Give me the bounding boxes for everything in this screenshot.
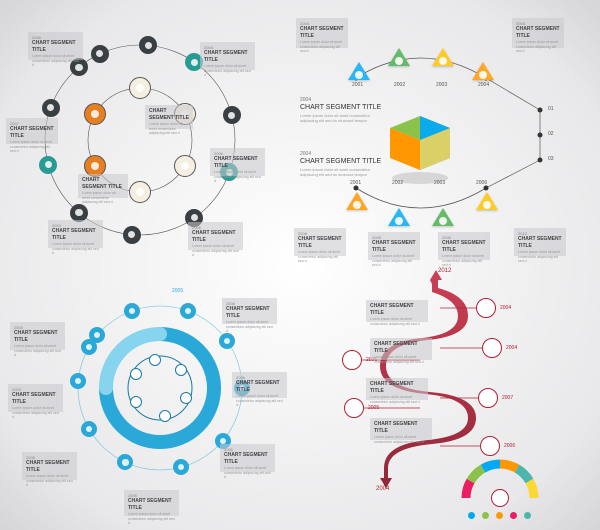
callout-box: 2006CHART SEGMENT TITLELorem ipsum dolor… [220,444,275,472]
chart-node [89,327,105,343]
tr-title-1: CHART SEGMENT TITLE [300,104,381,111]
br-year-top: 2012 [438,268,451,274]
bl-arcs [0,0,600,530]
chart-node [149,354,161,366]
chart-node [175,364,187,376]
tr-title-2: CHART SEGMENT TITLE [300,158,381,165]
callout-box: 2007CHART SEGMENT TITLELorem ipsum dolor… [6,118,58,144]
chart-node [219,333,235,349]
spiral-year: 2004 [500,305,511,311]
callout-box: CHART SEGMENT TITLELorem ipsum dolor sit… [366,300,428,322]
br-spiral [0,0,600,530]
chart-node [159,410,171,422]
chart-node [129,77,151,99]
legend-dot [510,512,517,519]
callout-box: 2003CHART SEGMENT TITLELorem ipsum dolor… [8,384,63,412]
callout-box: 2008CHART SEGMENT TITLELorem ipsum dolor… [188,222,243,250]
callout-box: 2004CHART SEGMENT TITLELorem ipsum dolor… [200,42,255,70]
chart-node [39,156,57,174]
callout-box: 2004CHART SEGMENT TITLELorem ipsum dolor… [296,18,348,48]
chart-node [180,303,196,319]
triangle-inner-icon [395,57,403,65]
chart-node [344,398,364,418]
year-label: 2003 [436,82,447,88]
chart-node [91,45,109,63]
chart-node [84,103,106,125]
year-label: 2004 [478,82,489,88]
tl-network-lines [0,0,600,530]
chart-node [70,373,86,389]
tr-year-2: 2004 [300,151,311,157]
callout-box: 2006CHART SEGMENT TITLELorem ipsum dolor… [438,232,490,260]
chart-node [491,489,509,507]
triangle-inner-icon [483,201,491,209]
callout-box: CHART SEGMENT TITLELorem ipsum dolor sit… [370,338,432,360]
side-num: 02 [548,131,554,137]
callout-box: 2006CHART SEGMENT TITLELorem ipsum dolor… [124,490,179,516]
callout-box: 2010CHART SEGMENT TITLELorem ipsum dolor… [48,220,103,248]
br-year-bot: 2004 [376,486,389,492]
callout-box: 2006CHART SEGMENT TITLELorem ipsum dolor… [232,372,287,398]
spiral-year: 2004 [506,345,517,351]
legend-dot [468,512,475,519]
callout-box: 2008CHART SEGMENT TITLELorem ipsum dolor… [294,228,346,256]
triangle-inner-icon [355,71,363,79]
bl-year-top: 2005 [172,288,183,294]
chart-node [482,338,502,358]
year-label: 2001 [352,82,363,88]
legend-dot [524,512,531,519]
br-arc-chart [0,0,600,530]
callout-box: CHART SEGMENT TITLELorem ipsum dolor sit… [370,418,432,440]
callout-box: CHART SEGMENT TITLELorem ipsum dolor sit… [145,105,193,129]
chart-node [130,396,142,408]
callout-box: 2005CHART SEGMENT TITLELorem ipsum dolor… [512,18,564,48]
chart-node [223,106,241,124]
chart-node [342,350,362,370]
year-label: 2003 [434,180,445,186]
callout-box: 2003CHART SEGMENT TITLELorem ipsum dolor… [10,322,65,350]
legend-dot [482,512,489,519]
chart-node [478,388,498,408]
callout-box: 2006CHART SEGMENT TITLELorem ipsum dolor… [28,32,83,60]
callout-box: 2005CHART SEGMENT TITLELorem ipsum dolor… [368,232,420,260]
chart-node [42,99,60,117]
side-num: 03 [548,156,554,162]
callout-box: 2006CHART SEGMENT TITLELorem ipsum dolor… [210,148,265,176]
year-label: 2002 [394,82,405,88]
spiral-year: 2005 [368,405,379,411]
chart-node [139,36,157,54]
callout-box: 2006CHART SEGMENT TITLELorem ipsum dolor… [22,452,77,480]
chart-node [173,459,189,475]
triangle-inner-icon [479,71,487,79]
chart-node [81,421,97,437]
year-label: 2002 [392,180,403,186]
chart-node [180,392,192,404]
legend-dot [496,512,503,519]
chart-node [476,298,496,318]
side-num: 01 [548,106,554,112]
tr-timeline-arcs [0,0,600,530]
chart-node [174,155,196,177]
chart-node [129,181,151,203]
chart-node [480,436,500,456]
triangle-inner-icon [439,57,447,65]
chart-node [117,454,133,470]
callout-box: CHART SEGMENT TITLELorem ipsum dolor sit… [78,174,128,198]
chart-node [124,303,140,319]
callout-box: 2008CHART SEGMENT TITLELorem ipsum dolor… [222,298,277,324]
year-label: 2006 [476,180,487,186]
chart-node [130,368,142,380]
callout-box: CHART SEGMENT TITLELorem ipsum dolor sit… [366,378,428,400]
spiral-year: 2007 [502,395,513,401]
triangle-inner-icon [353,201,361,209]
spiral-year: 2006 [504,443,515,449]
callout-box: 2012CHART SEGMENT TITLELorem ipsum dolor… [514,228,566,256]
tr-lorem-1: Lorem ipsum dolor sit amet consectetur a… [300,113,372,123]
triangle-inner-icon [395,217,403,225]
year-label: 2001 [350,180,361,186]
tr-lorem-2: Lorem ipsum dolor sit amet consectetur a… [300,167,372,177]
tr-year-1: 2004 [300,97,311,103]
triangle-inner-icon [439,217,447,225]
chart-node [123,226,141,244]
